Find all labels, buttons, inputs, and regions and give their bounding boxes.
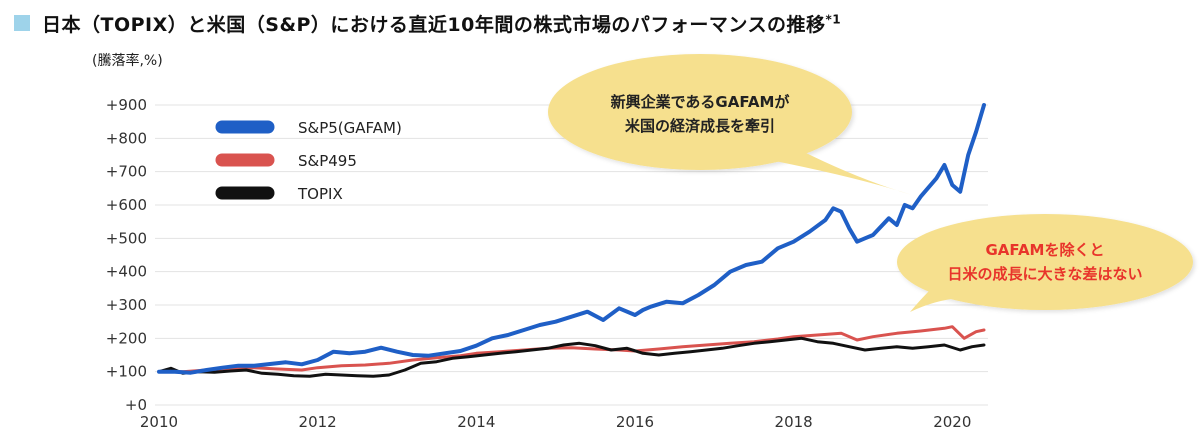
y-tick-label: +900 [106, 96, 147, 114]
series-line-s-p5-gafam- [157, 103, 986, 375]
x-tick-label: 2010 [140, 413, 178, 431]
legend-label: TOPIX [297, 185, 343, 203]
legend-label: S&P495 [298, 152, 357, 170]
x-tick-label: 2012 [299, 413, 337, 431]
x-tick-label: 2014 [457, 413, 495, 431]
y-tick-label: +500 [106, 229, 147, 247]
bubble-shape [897, 214, 1193, 310]
series-lines [157, 103, 986, 378]
bubble-tail [910, 290, 960, 312]
bubble-line-2: 日米の成長に大きな差はない [947, 265, 1142, 283]
y-tick-label: +400 [106, 263, 147, 281]
x-tick-label: 2018 [775, 413, 813, 431]
y-tick-label: +0 [125, 396, 147, 414]
x-tick-label: 2016 [616, 413, 654, 431]
series-line-topix [157, 336, 986, 378]
title-square-icon [14, 15, 30, 31]
title-text: 日本（TOPIX）と米国（S&P）における直近10年間の株式市場のパフォーマンス… [42, 13, 826, 36]
y-tick-label: +600 [106, 196, 147, 214]
x-tick-label: 2020 [933, 413, 971, 431]
y-tick-label: +800 [106, 129, 147, 147]
y-tick-label: +100 [106, 363, 147, 381]
legend-label: S&P5(GAFAM) [298, 119, 402, 137]
annotation-bubble-excluding-gafam: GAFAMを除くと 日米の成長に大きな差はない [897, 214, 1193, 312]
y-axis-unit-label: (騰落率,%) [92, 53, 163, 69]
bubble-line-1: 新興企業であるGAFAMが [611, 93, 791, 111]
title-footnote-mark: *1 [825, 12, 842, 27]
y-tick-label: +300 [106, 296, 147, 314]
bubble-tail [770, 150, 912, 195]
plot-area [155, 92, 988, 410]
y-tick-labels: +0 +100 +200 +300 +400 +500 +600 +700 +800 +900 [106, 96, 147, 414]
bubble-line-1: GAFAMを除くと [986, 241, 1105, 259]
bubble-line-2: 米国の経済成長を牽引 [625, 117, 775, 135]
chart-legend: S&P5(GAFAM) S&P495 TOPIX [215, 119, 402, 203]
x-tick-labels: 2010 2012 2014 2016 2018 2020 [140, 413, 972, 431]
annotation-bubble-gafam-growth: 新興企業であるGAFAMが 米国の経済成長を牽引 [548, 54, 912, 195]
bubble-shape [548, 54, 852, 170]
y-tick-label: +200 [106, 329, 147, 347]
page-title: 日本（TOPIX）と米国（S&P）における直近10年間の株式市場のパフォーマンス… [14, 8, 841, 38]
y-tick-label: +700 [106, 163, 147, 181]
